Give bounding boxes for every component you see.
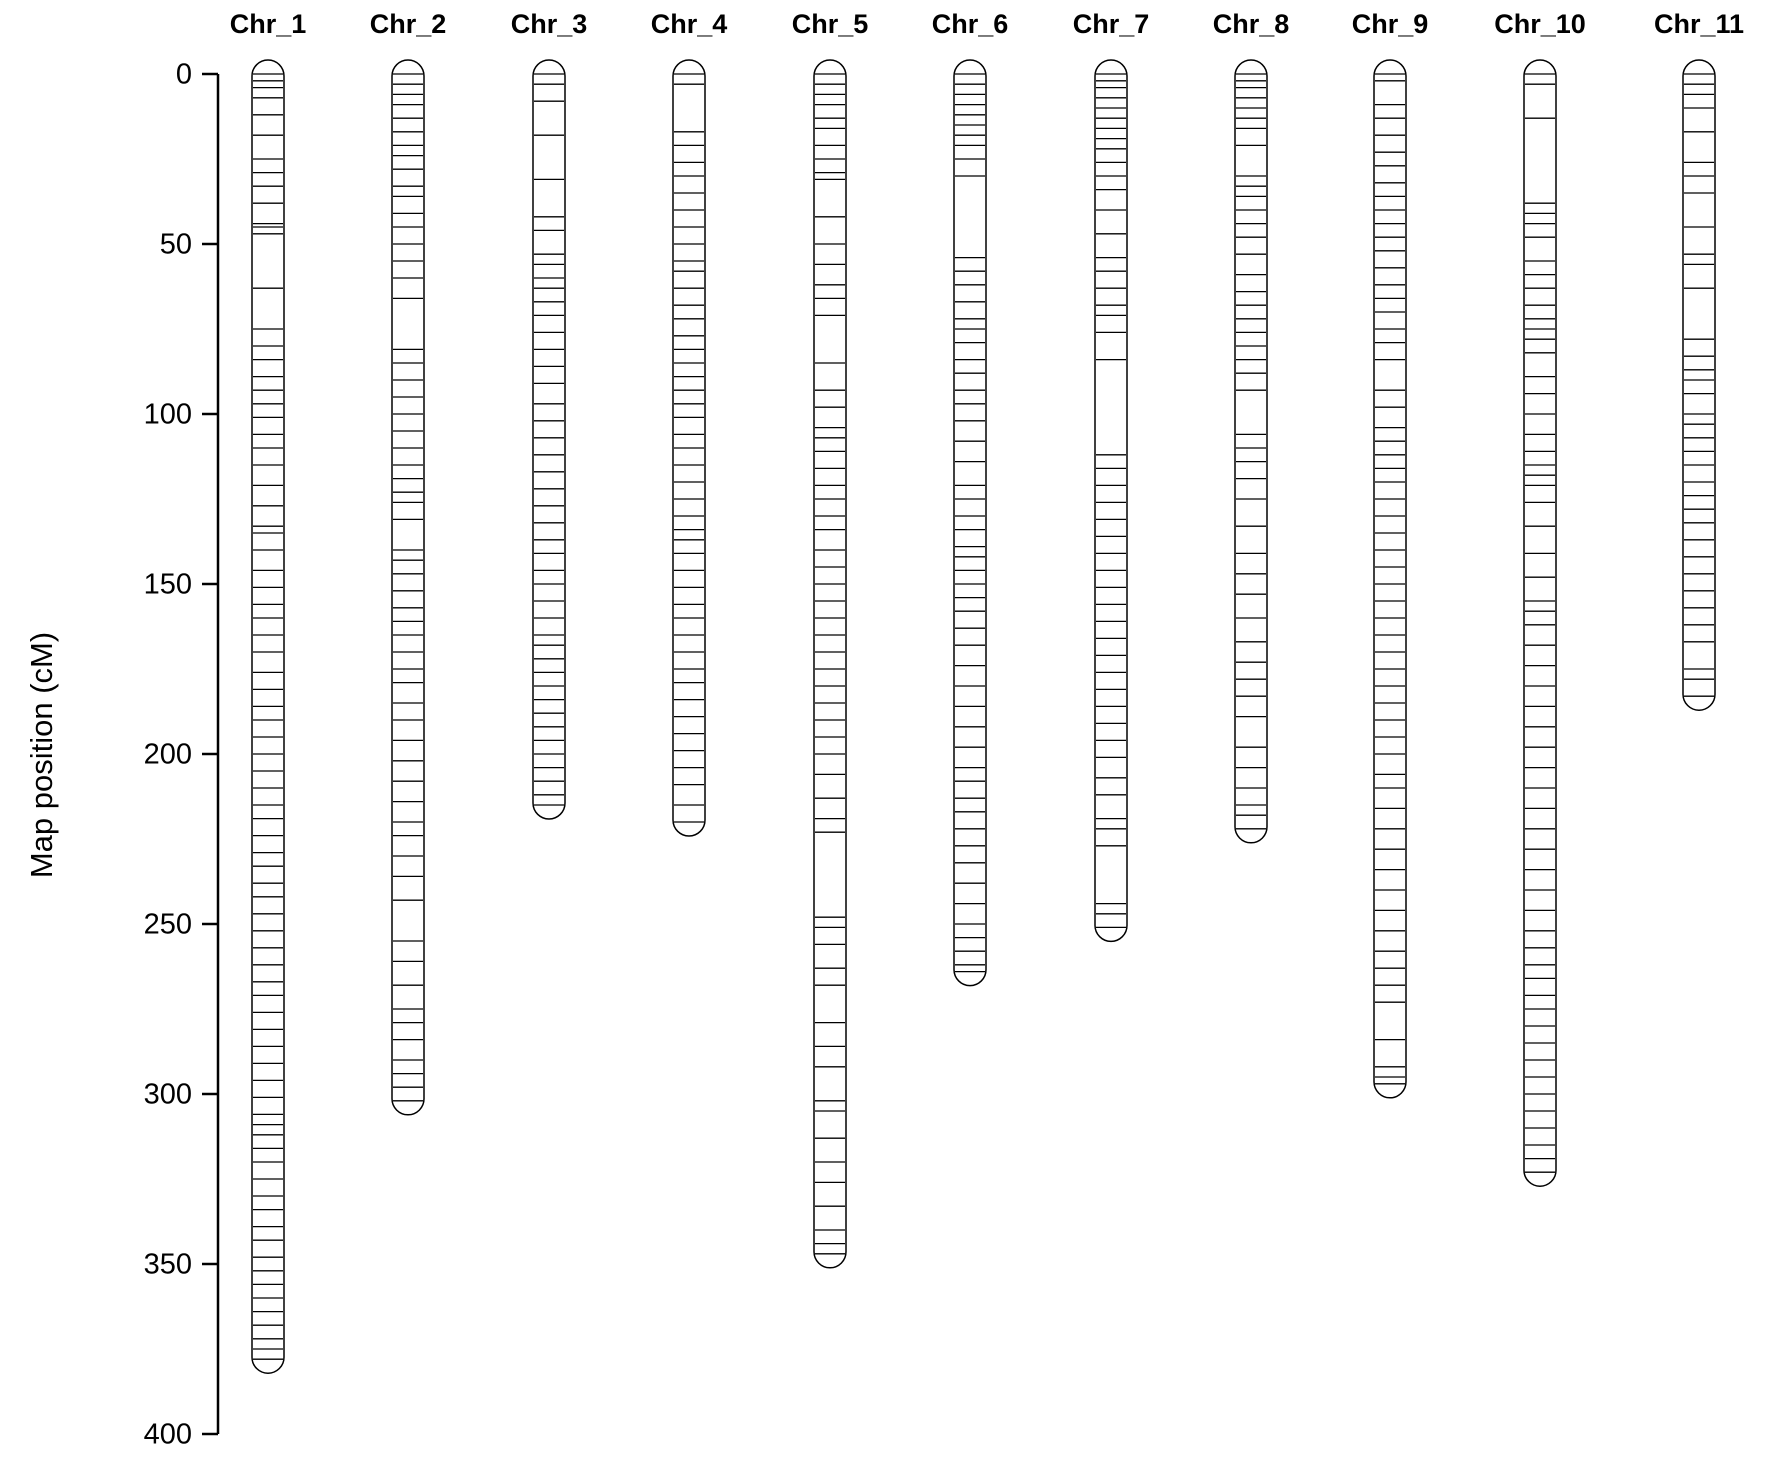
chromosome-label: Chr_1 [230, 9, 307, 39]
chromosome-label: Chr_11 [1654, 9, 1744, 39]
y-tick-label: 150 [144, 569, 192, 601]
chromosome: Chr_1 [230, 9, 307, 1374]
chromosome: Chr_7 [1073, 9, 1150, 943]
y-axis-title: Map position (cM) [24, 632, 59, 878]
y-tick-label: 300 [144, 1079, 192, 1111]
chromosome-bar [953, 59, 987, 987]
chromosome-bar [813, 59, 847, 1269]
chromosome-label: Chr_6 [932, 9, 1009, 39]
chromosome: Chr_10 [1494, 9, 1586, 1187]
chromosome: Chr_11 [1654, 9, 1744, 711]
y-tick-label: 100 [144, 399, 192, 431]
chromosome-bar [1234, 59, 1268, 844]
y-tick-label: 50 [160, 229, 192, 261]
chromosome-bar [1682, 59, 1716, 711]
chromosome-bar [1094, 59, 1128, 943]
chromosome-bar [391, 59, 425, 1116]
chromosome-bar [1373, 59, 1407, 1099]
chromosome: Chr_2 [370, 9, 447, 1116]
y-tick-label: 200 [144, 739, 192, 771]
y-tick-label: 400 [144, 1419, 192, 1451]
chromosome-label: Chr_7 [1073, 9, 1150, 39]
chromosome-label: Chr_4 [651, 9, 728, 39]
chromosome-bar [1523, 59, 1557, 1187]
chromosome-label: Chr_9 [1352, 9, 1429, 39]
chromosome: Chr_3 [511, 9, 588, 820]
chromosome: Chr_8 [1213, 9, 1290, 844]
y-tick-label: 350 [144, 1249, 192, 1281]
chromosome: Chr_5 [792, 9, 869, 1269]
chromosome: Chr_9 [1352, 9, 1429, 1099]
chromosome-label: Chr_3 [511, 9, 588, 39]
chromosome-label: Chr_2 [370, 9, 447, 39]
chromosome-bar [532, 59, 566, 820]
chromosome-bar [251, 59, 285, 1374]
y-tick-label: 0 [176, 59, 192, 91]
y-tick-label: 250 [144, 909, 192, 941]
chromosome-label: Chr_10 [1494, 9, 1586, 39]
chromosome: Chr_4 [651, 9, 728, 837]
chromosome-label: Chr_8 [1213, 9, 1290, 39]
chromosome: Chr_6 [932, 9, 1009, 987]
chromosome-label: Chr_5 [792, 9, 869, 39]
